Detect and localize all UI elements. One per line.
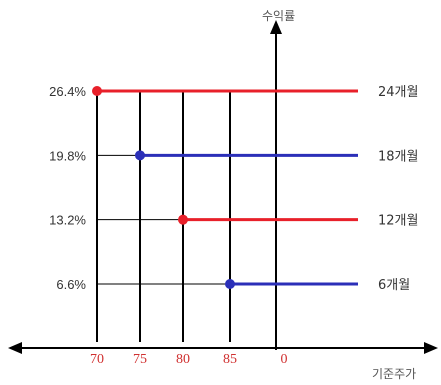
series-point [92,86,102,96]
x-tick-label: 0 [281,352,288,367]
y-tick-label: 26.4% [49,84,86,99]
series-point [178,214,188,225]
series-label: 24개월 [378,85,418,100]
y-tick-label: 13.2% [49,213,86,228]
y-axis-arrow [270,20,282,34]
grid-lines [96,90,231,342]
x-axis-right-arrow [424,342,438,354]
labels: 24개월 18개월 12개월 6개월 26.4% 19.8% 13.2% 6.6% 70 75 80… [49,84,418,367]
x-tick-label: 80 [176,352,190,367]
x-tick-label: 85 [223,352,237,367]
series-point [135,150,145,161]
axes [8,20,438,354]
series-label: 18개월 [378,149,418,164]
series-point [225,279,235,289]
y-tick-label: 19.8% [49,148,86,163]
x-axis-title: 기준주가 [372,367,416,381]
series-label: 6개월 [378,278,410,293]
y-tick-label: 6.6% [56,277,86,292]
y-axis-title: 수익률 [262,9,295,23]
x-tick-label: 75 [133,352,147,367]
x-tick-label: 70 [90,352,104,367]
series [92,86,358,289]
series-label: 12개월 [378,214,418,229]
x-axis-left-arrow [8,342,22,354]
